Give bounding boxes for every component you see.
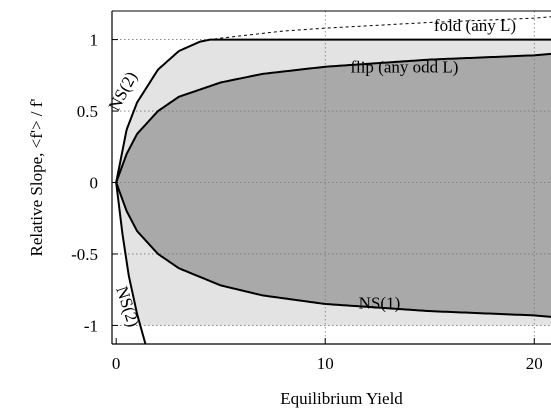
y-tick-label: -1 [84, 316, 98, 335]
x-tick-label: 20 [526, 354, 543, 373]
ns1-curve [115, 182, 551, 318]
y-tick-label: -0.5 [71, 245, 98, 264]
grid-lines [112, 11, 551, 344]
ns2-curve [115, 182, 147, 344]
y-tick-label: 0.5 [77, 102, 98, 121]
flip-curve [115, 52, 551, 183]
curve-annotation: NS(1) [359, 293, 401, 312]
x-tick-label: 0 [112, 354, 121, 373]
y-tick-label: 0 [90, 174, 99, 193]
fold-dashed-curve [208, 16, 551, 41]
x-tick-label: 10 [317, 354, 334, 373]
curves [115, 16, 551, 344]
fold-curve [115, 38, 551, 183]
axis-ticks: 1 0.5 0 -0.5 -1 0 10 20 [71, 31, 543, 373]
curve-annotation: fold (any L) [434, 16, 516, 35]
stable-region-dark [116, 53, 551, 317]
plot-frame [111, 10, 551, 345]
y-tick-label: 1 [90, 31, 99, 50]
y-axis-label: Relative Slope, <f'> / f' [27, 99, 46, 257]
curve-annotation: flip (any odd L) [350, 57, 458, 76]
x-axis-label: Equilibrium Yield [280, 389, 403, 408]
